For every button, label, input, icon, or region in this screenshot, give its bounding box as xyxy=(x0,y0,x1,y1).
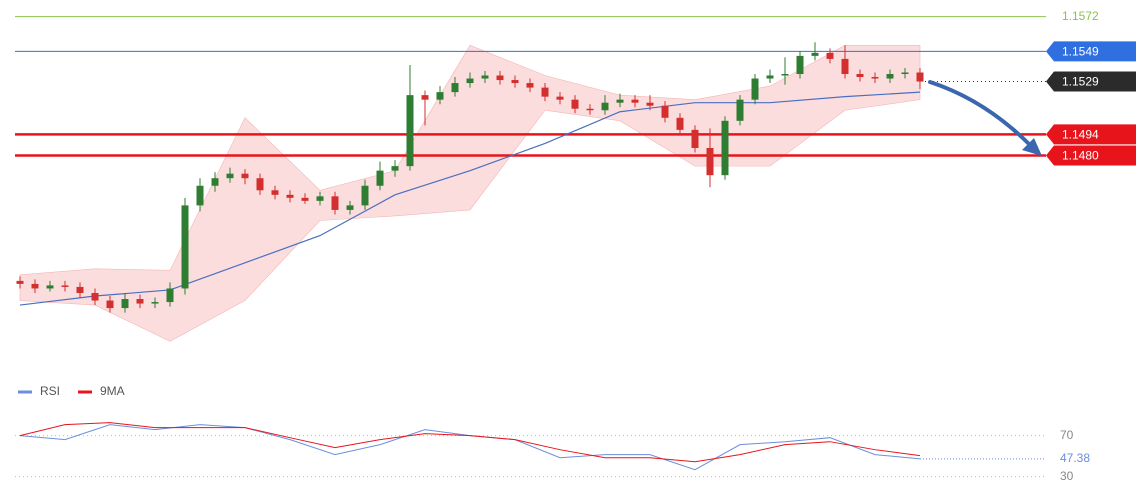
candle-body xyxy=(646,102,654,106)
candle-body xyxy=(76,286,84,293)
candle-body xyxy=(316,196,324,201)
bollinger-band xyxy=(19,44,921,342)
candle-body xyxy=(136,299,144,304)
level-label-box xyxy=(1046,124,1136,145)
candle-body xyxy=(166,288,174,303)
candle-body xyxy=(451,83,459,93)
candle-body xyxy=(571,99,579,109)
candle-body xyxy=(871,77,879,79)
rsi-tick-label: 70 xyxy=(1060,428,1074,442)
candle-body xyxy=(586,108,594,111)
candle-body xyxy=(706,148,714,176)
candle-body xyxy=(196,185,204,206)
legend-label: RSI xyxy=(40,384,60,398)
candle-body xyxy=(91,292,99,301)
candle-body xyxy=(151,302,159,304)
candle-body xyxy=(16,280,24,284)
candle-body xyxy=(61,285,69,287)
candle-body xyxy=(841,58,849,74)
level-label: 1.1480 xyxy=(1062,149,1099,163)
candle-body xyxy=(691,129,699,148)
candle-body xyxy=(121,299,129,309)
legend-label: 9MA xyxy=(100,384,125,398)
candle-body xyxy=(496,75,504,81)
candle-body xyxy=(826,52,834,59)
level-label-box xyxy=(1046,145,1136,166)
candle-body xyxy=(271,190,279,195)
candle-body xyxy=(526,83,534,88)
candle-body xyxy=(556,96,564,100)
candle-body xyxy=(601,102,609,111)
candle-body xyxy=(406,95,414,167)
candle-body xyxy=(511,80,519,84)
candle-body xyxy=(901,72,909,74)
candle-body xyxy=(916,72,924,82)
candle-body xyxy=(721,120,729,176)
level-label: 1.1529 xyxy=(1062,75,1099,89)
forecast-arrow xyxy=(928,80,1032,147)
candle-body xyxy=(376,170,384,186)
candle-body xyxy=(421,95,429,100)
candle-body xyxy=(481,75,489,79)
rsi-layer: 70 30 RSI 9MA 47.38 xyxy=(15,384,1090,483)
candle-body xyxy=(796,55,804,74)
candle-body xyxy=(781,74,789,76)
rsi-line xyxy=(19,422,921,463)
candle-body xyxy=(361,185,369,206)
bands-layer xyxy=(19,44,921,342)
level-label: 1.1549 xyxy=(1062,45,1099,59)
rsi-current-label: 47.38 xyxy=(1060,451,1090,465)
candle-body xyxy=(346,205,354,210)
candle-body xyxy=(301,197,309,201)
candle-body xyxy=(616,99,624,103)
candle-body xyxy=(676,117,684,130)
candle-body xyxy=(106,300,114,309)
candle-body xyxy=(241,173,249,179)
candle-body xyxy=(286,194,294,198)
candle-body xyxy=(631,99,639,103)
level-label-box xyxy=(1046,41,1136,62)
rsi-tick-label: 30 xyxy=(1060,469,1074,483)
level-label-box xyxy=(1046,71,1136,92)
candle-body xyxy=(541,87,549,97)
candle-body xyxy=(211,178,219,186)
candle-body xyxy=(31,283,39,289)
candle-body xyxy=(256,178,264,191)
level-label: 1.1494 xyxy=(1062,128,1099,142)
level-label: 1.1572 xyxy=(1062,9,1099,23)
candle-body xyxy=(466,78,474,84)
candle-body xyxy=(436,92,444,100)
candle-body xyxy=(331,196,339,210)
candle-body xyxy=(181,205,189,289)
candle-body xyxy=(766,75,774,79)
candle-body xyxy=(736,99,744,121)
levels-layer: 1.1572 1.1549 1.1529 1.1494 1.1480 xyxy=(15,9,1136,166)
candle-body xyxy=(886,74,894,79)
candle-body xyxy=(46,285,54,289)
main-layer xyxy=(16,42,924,313)
candle-body xyxy=(811,52,819,56)
candle-body xyxy=(391,166,399,171)
candle-body xyxy=(661,105,669,118)
forecast-arrowhead xyxy=(1022,138,1042,156)
candle-body xyxy=(856,74,864,78)
candle-body xyxy=(751,78,759,100)
candle-body xyxy=(226,173,234,179)
